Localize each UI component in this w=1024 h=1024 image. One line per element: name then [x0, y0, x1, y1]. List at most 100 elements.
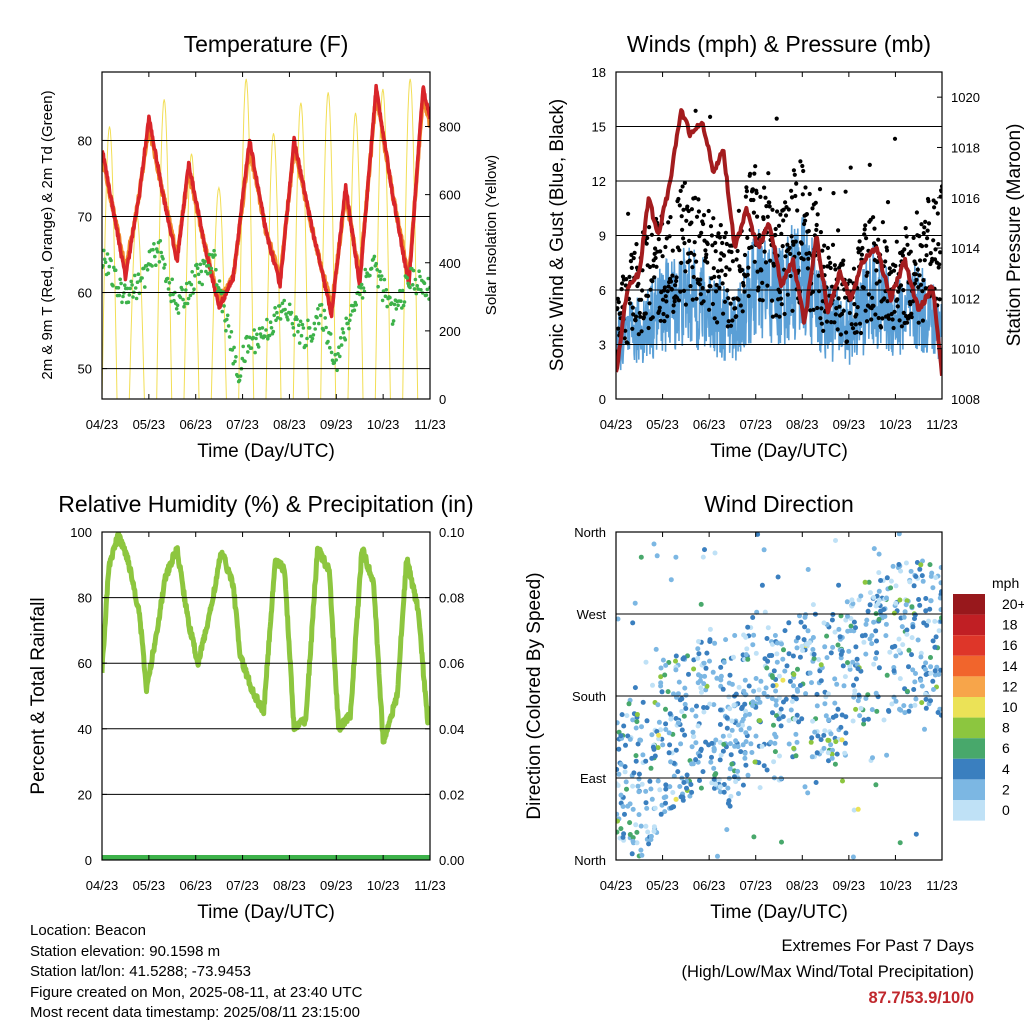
gust-point	[653, 246, 658, 251]
direction-xlabel: Time (Day/UTC)	[710, 902, 848, 923]
gust-point	[657, 308, 662, 313]
dewpoint-point	[383, 294, 388, 299]
solar-insolation-trace	[320, 92, 337, 399]
direction-point	[735, 744, 741, 750]
direction-point	[779, 641, 784, 647]
dewpoint-point	[117, 293, 122, 298]
direction-point	[776, 673, 782, 679]
gust-point	[697, 282, 702, 287]
gust-point	[629, 252, 634, 257]
direction-point	[851, 682, 856, 688]
winds-data	[616, 108, 942, 376]
dewpoint-point	[215, 283, 219, 287]
dewpoint-point	[317, 321, 321, 326]
direction-point	[863, 651, 869, 657]
gust-point	[650, 279, 655, 284]
gust-point	[918, 282, 924, 287]
direction-point	[757, 785, 763, 791]
direction-point	[632, 600, 638, 606]
direction-point	[653, 646, 659, 652]
direction-point	[660, 657, 666, 663]
direction-point	[735, 722, 741, 728]
direction-point	[643, 659, 649, 665]
gust-point	[776, 223, 782, 228]
temperature-frame	[101, 71, 431, 400]
gust-point	[752, 259, 757, 264]
dewpoint-point	[136, 272, 141, 277]
direction-point	[627, 832, 633, 837]
dewpoint-point	[153, 254, 157, 259]
direction-point	[636, 776, 642, 782]
direction-point	[829, 617, 835, 623]
dewpoint-point	[245, 334, 249, 339]
gust-point	[754, 190, 759, 196]
dewpoint-point	[255, 332, 259, 337]
dewpoint-point	[161, 257, 165, 261]
dewpoint-point	[280, 301, 285, 306]
gust-point	[657, 305, 662, 310]
direction-point	[703, 665, 709, 671]
direction-point	[761, 547, 767, 553]
direction-point	[689, 761, 695, 767]
direction-point	[661, 795, 667, 801]
direction-point	[799, 643, 805, 649]
dewpoint-point	[193, 274, 197, 278]
gust-point	[762, 249, 767, 254]
gust-point	[804, 212, 810, 217]
humidity-xtick-label: 04/23	[86, 878, 119, 893]
gust-point	[770, 207, 775, 212]
gust-point	[896, 289, 901, 294]
direction-point	[682, 701, 688, 707]
gust-point	[680, 227, 685, 232]
direction-point	[799, 716, 805, 722]
direction-point	[618, 792, 624, 798]
direction-point	[787, 678, 793, 684]
direction-point	[717, 784, 723, 790]
direction-point	[928, 698, 933, 704]
direction-point	[824, 633, 830, 639]
gust-point	[880, 316, 885, 321]
direction-point	[933, 634, 939, 640]
gust-point	[801, 168, 806, 174]
dewpoint-point	[333, 352, 338, 357]
dewpoint-point	[408, 285, 412, 290]
direction-point	[711, 747, 717, 752]
direction-point	[697, 753, 703, 759]
direction-point	[782, 628, 788, 634]
direction-point	[913, 574, 919, 579]
legend-swatch	[953, 758, 985, 780]
direction-point	[906, 647, 912, 653]
dewpoint-point	[183, 301, 187, 306]
gust-point	[715, 320, 720, 325]
direction-point	[616, 616, 621, 622]
legend-swatch	[953, 635, 985, 656]
gust-point	[869, 317, 874, 322]
direction-point	[812, 729, 818, 735]
direction-point	[622, 811, 627, 817]
direction-point	[833, 739, 839, 745]
direction-point	[682, 685, 688, 691]
legend-caption: mph	[992, 575, 1019, 591]
dewpoint-point	[229, 330, 234, 334]
direction-point	[677, 784, 683, 789]
direction-point	[662, 809, 668, 815]
direction-point	[884, 595, 889, 601]
direction-point	[643, 758, 649, 764]
dewpoint-point	[396, 303, 400, 308]
direction-point	[876, 570, 882, 576]
gust-point	[684, 218, 689, 223]
dewpoint-point	[180, 287, 184, 292]
legend-swatch	[953, 738, 985, 759]
direction-point	[679, 727, 685, 733]
humidity-xtick-label: 10/23	[367, 878, 400, 893]
direction-point	[740, 782, 746, 788]
direction-point	[725, 785, 731, 791]
direction-point	[920, 558, 925, 564]
direction-point	[771, 759, 777, 765]
dewpoint-point	[311, 333, 316, 337]
gust-point	[818, 230, 824, 235]
gust-point	[872, 226, 877, 231]
temperature-xtick-label: 06/23	[179, 417, 212, 432]
dewpoint-point	[162, 266, 166, 270]
temperature-ytick-label: 50	[78, 362, 92, 377]
